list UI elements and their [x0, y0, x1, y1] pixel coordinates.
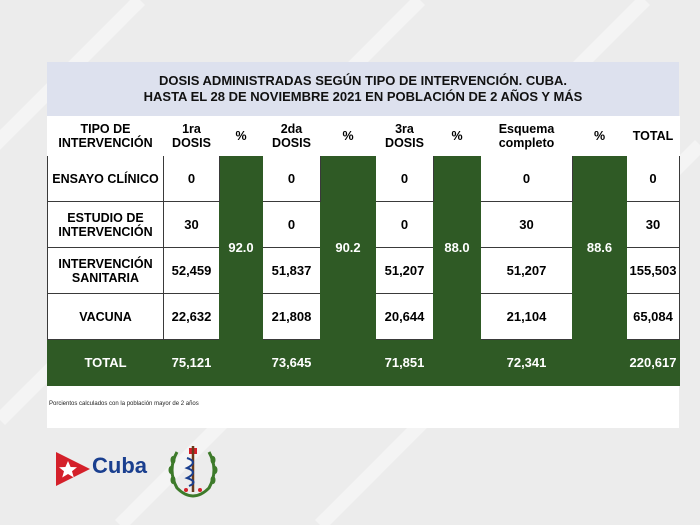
- header-row: TIPO DE INTERVENCIÓN 1ra DOSIS % 2da DOS…: [47, 116, 680, 156]
- cell-esquema: 30: [480, 201, 573, 248]
- row-label: INTERVENCIÓN SANITARIA: [47, 247, 164, 294]
- header-2da-dosis: 2da DOSIS: [262, 116, 321, 156]
- cell-1ra-dosis: 30: [163, 201, 220, 248]
- pct-esquema: 88.6: [572, 155, 627, 340]
- header-esquema: Esquema completo: [480, 116, 573, 156]
- cell-esquema: 0: [480, 155, 573, 202]
- cell-esquema: 51,207: [480, 247, 573, 294]
- pct-3ra-dosis: 88.0: [433, 155, 481, 340]
- header-pct-2: %: [320, 116, 376, 156]
- header-total: TOTAL: [626, 116, 680, 156]
- header-pct-1: %: [219, 116, 263, 156]
- header-pct-3: %: [433, 116, 481, 156]
- header-tipo: TIPO DE INTERVENCIÓN: [47, 116, 164, 156]
- header-3ra-dosis: 3ra DOSIS: [375, 116, 434, 156]
- table-row: ENSAYO CLÍNICO 0 92.0 0 90.2 0 88.0 0 88…: [47, 155, 680, 340]
- total-total: 220,617: [626, 339, 680, 386]
- cell-esquema: 21,104: [480, 293, 573, 340]
- health-ministry-emblem-icon: [168, 446, 218, 498]
- pct-2da-dosis: 90.2: [320, 155, 376, 340]
- cell-total: 155,503: [626, 247, 680, 294]
- cell-3ra-dosis: 0: [375, 201, 434, 248]
- cell-1ra-dosis: 22,632: [163, 293, 220, 340]
- cell-total: 65,084: [626, 293, 680, 340]
- report-title: DOSIS ADMINISTRADAS SEGÚN TIPO DE INTERV…: [47, 62, 679, 116]
- cell-2da-dosis: 0: [262, 155, 321, 202]
- row-label: ENSAYO CLÍNICO: [47, 155, 164, 202]
- total-pct-1: [219, 339, 263, 386]
- header-pct-4: %: [572, 116, 627, 156]
- cuba-flag-icon: [56, 452, 90, 486]
- cell-1ra-dosis: 52,459: [163, 247, 220, 294]
- cell-1ra-dosis: 0: [163, 155, 220, 202]
- cell-2da-dosis: 51,837: [262, 247, 321, 294]
- total-2da-dosis: 73,645: [262, 339, 321, 386]
- total-1ra-dosis: 75,121: [163, 339, 220, 386]
- cuba-logo-text: Cuba: [92, 453, 147, 478]
- cell-3ra-dosis: 20,644: [375, 293, 434, 340]
- total-pct-2: [320, 339, 376, 386]
- pct-1ra-dosis: 92.0: [219, 155, 263, 340]
- cell-3ra-dosis: 51,207: [375, 247, 434, 294]
- total-row: TOTAL 75,121 73,645 71,851 72,341 220,61…: [47, 339, 680, 386]
- total-3ra-dosis: 71,851: [375, 339, 434, 386]
- total-pct-3: [433, 339, 481, 386]
- row-label: VACUNA: [47, 293, 164, 340]
- table-row: VACUNA 22,632 21,808 20,644 21,104 65,08…: [47, 293, 680, 340]
- table-row: INTERVENCIÓN SANITARIA 52,459 51,837 51,…: [47, 247, 680, 294]
- cell-total: 30: [626, 201, 680, 248]
- footnote: Porcientos calculados con la población m…: [49, 401, 199, 407]
- total-label: TOTAL: [47, 339, 164, 386]
- total-esquema: 72,341: [480, 339, 573, 386]
- title-line-2: HASTA EL 28 DE NOVIEMBRE 2021 EN POBLACI…: [143, 89, 583, 104]
- cell-total: 0: [626, 155, 680, 202]
- cell-2da-dosis: 0: [262, 201, 321, 248]
- cell-3ra-dosis: 0: [375, 155, 434, 202]
- header-1ra-dosis: 1ra DOSIS: [163, 116, 220, 156]
- table-row: ESTUDIO DE INTERVENCIÓN 30 0 0 30 30: [47, 201, 680, 248]
- total-pct-4: [572, 339, 627, 386]
- title-line-1: DOSIS ADMINISTRADAS SEGÚN TIPO DE INTERV…: [158, 73, 568, 88]
- cell-2da-dosis: 21,808: [262, 293, 321, 340]
- row-label: ESTUDIO DE INTERVENCIÓN: [47, 201, 164, 248]
- doses-table: TIPO DE INTERVENCIÓN 1ra DOSIS % 2da DOS…: [47, 116, 680, 386]
- report-card: DOSIS ADMINISTRADAS SEGÚN TIPO DE INTERV…: [47, 62, 680, 428]
